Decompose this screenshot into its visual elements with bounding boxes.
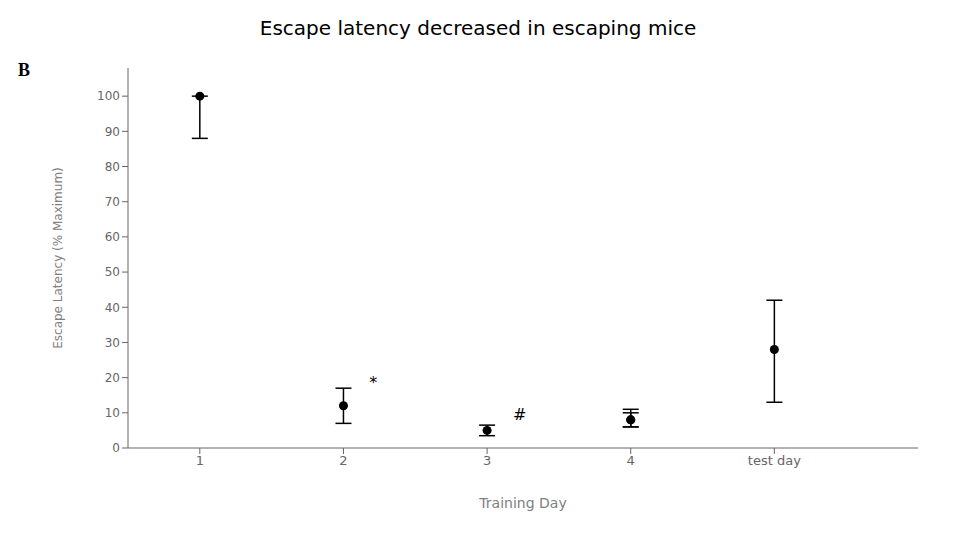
svg-text:Escape Latency (% Maximum): Escape Latency (% Maximum): [51, 167, 65, 349]
svg-text:#: #: [513, 405, 526, 424]
svg-text:20: 20: [105, 371, 120, 385]
svg-text:test day: test day: [748, 453, 801, 468]
svg-text:70: 70: [105, 195, 120, 209]
svg-text:60: 60: [105, 230, 120, 244]
svg-text:4: 4: [627, 453, 635, 468]
svg-text:1: 1: [196, 453, 204, 468]
svg-text:3: 3: [483, 453, 491, 468]
svg-text:0: 0: [112, 441, 120, 455]
svg-text:40: 40: [105, 301, 120, 315]
svg-text:90: 90: [105, 125, 120, 139]
svg-text:2: 2: [339, 453, 347, 468]
html-text:Escape latency decreased in es: Escape latency decreased in escaping mic…: [259, 16, 697, 40]
svg-text:50: 50: [105, 265, 120, 279]
svg-text:100: 100: [97, 89, 120, 103]
html-text:B: B: [18, 60, 30, 80]
svg-text:*: *: [369, 373, 377, 392]
svg-text:10: 10: [105, 406, 120, 420]
svg-text:30: 30: [105, 336, 120, 350]
svg-text:80: 80: [105, 160, 120, 174]
svg-text:Training Day: Training Day: [478, 495, 566, 511]
